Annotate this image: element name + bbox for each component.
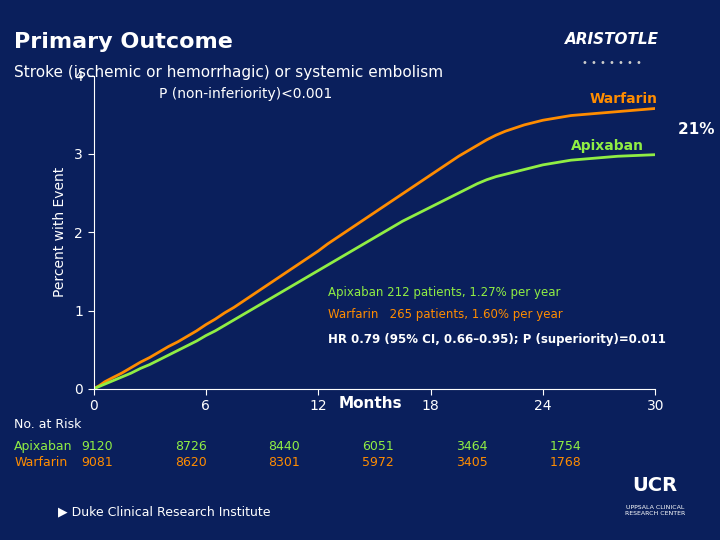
Text: No. at Risk: No. at Risk <box>14 418 82 431</box>
Text: 9081: 9081 <box>81 456 113 469</box>
Text: 21% RRR: 21% RRR <box>678 123 720 137</box>
Text: 3405: 3405 <box>456 456 487 469</box>
Text: Warfarin   265 patients, 1.60% per year: Warfarin 265 patients, 1.60% per year <box>328 308 562 321</box>
Text: 8726: 8726 <box>175 440 207 453</box>
Text: 1754: 1754 <box>549 440 581 453</box>
Text: P (non-inferiority)<0.001: P (non-inferiority)<0.001 <box>159 86 333 100</box>
Text: Apixaban: Apixaban <box>571 139 644 153</box>
Text: Stroke (ischemic or hemorrhagic) or systemic embolism: Stroke (ischemic or hemorrhagic) or syst… <box>14 65 444 80</box>
Text: • • • • • • •: • • • • • • • <box>582 58 642 68</box>
Text: Months: Months <box>339 396 402 411</box>
Text: 8440: 8440 <box>269 440 300 453</box>
Text: UPPSALA CLINICAL
RESEARCH CENTER: UPPSALA CLINICAL RESEARCH CENTER <box>625 505 685 516</box>
Text: Warfarin: Warfarin <box>590 92 657 106</box>
Text: 5972: 5972 <box>362 456 394 469</box>
Text: Apixaban: Apixaban <box>14 440 73 453</box>
Text: ARISTOTLE: ARISTOTLE <box>565 32 659 48</box>
Y-axis label: Percent with Event: Percent with Event <box>53 167 68 298</box>
Text: 8620: 8620 <box>175 456 207 469</box>
Text: Apixaban 212 patients, 1.27% per year: Apixaban 212 patients, 1.27% per year <box>328 286 560 299</box>
Text: 6051: 6051 <box>362 440 394 453</box>
Text: ▶ Duke Clinical Research Institute: ▶ Duke Clinical Research Institute <box>58 505 270 518</box>
Text: 8301: 8301 <box>269 456 300 469</box>
Text: HR 0.79 (95% CI, 0.66–0.95); P (superiority)=0.011: HR 0.79 (95% CI, 0.66–0.95); P (superior… <box>328 333 665 346</box>
Text: Warfarin: Warfarin <box>14 456 68 469</box>
Text: 9120: 9120 <box>81 440 113 453</box>
Text: Primary Outcome: Primary Outcome <box>14 32 233 52</box>
Text: 1768: 1768 <box>549 456 581 469</box>
Text: UCR: UCR <box>633 476 678 495</box>
Text: 3464: 3464 <box>456 440 487 453</box>
